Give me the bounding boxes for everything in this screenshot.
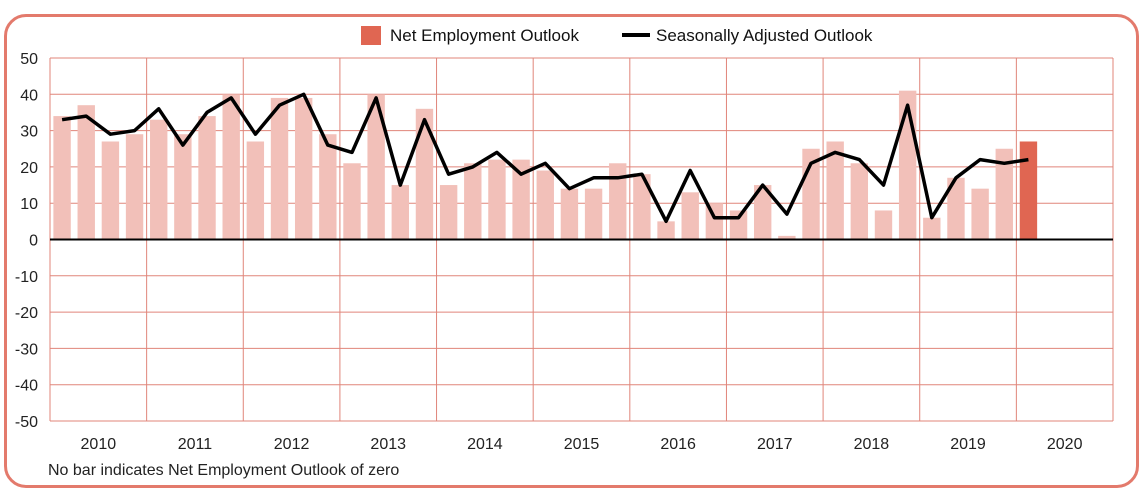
bar bbox=[270, 97, 289, 240]
bar bbox=[536, 170, 554, 240]
bar bbox=[923, 217, 941, 240]
bar bbox=[512, 159, 530, 240]
bar bbox=[439, 185, 458, 240]
bar bbox=[584, 188, 603, 240]
y-tick-label: 10 bbox=[20, 196, 38, 213]
bar bbox=[319, 134, 337, 240]
y-tick-label: 30 bbox=[20, 124, 38, 141]
bar bbox=[343, 163, 361, 240]
legend: Net Employment Outlook Seasonally Adjust… bbox=[361, 26, 873, 45]
seasonally-adjusted-line bbox=[61, 92, 1029, 224]
x-tick-label: 2017 bbox=[757, 436, 793, 453]
x-tick-label: 2011 bbox=[178, 436, 213, 453]
bar bbox=[874, 210, 893, 240]
bar bbox=[633, 174, 651, 240]
line-layer bbox=[61, 92, 1029, 224]
bar bbox=[826, 141, 844, 240]
bar bbox=[174, 134, 192, 240]
chart-frame bbox=[4, 14, 1139, 488]
y-tick-label: 40 bbox=[20, 87, 38, 104]
y-tick-label: 50 bbox=[20, 51, 38, 68]
y-tick-label: -10 bbox=[15, 269, 38, 286]
x-tick-label: 2012 bbox=[274, 436, 310, 453]
x-tick-label: 2015 bbox=[564, 436, 600, 453]
bar bbox=[391, 185, 410, 240]
legend-bar-swatch bbox=[361, 26, 381, 45]
bar bbox=[367, 94, 385, 240]
y-tick-label: -50 bbox=[15, 414, 38, 431]
bar bbox=[150, 119, 168, 240]
bar bbox=[995, 148, 1013, 240]
x-tick-label: 2014 bbox=[467, 436, 503, 453]
y-tick-label: 0 bbox=[29, 233, 38, 250]
bar bbox=[246, 141, 265, 240]
bar bbox=[778, 235, 796, 240]
x-tick-label: 2013 bbox=[370, 436, 406, 453]
bar bbox=[125, 134, 144, 240]
x-tick-label: 2018 bbox=[854, 436, 890, 453]
bar bbox=[560, 188, 579, 240]
bar bbox=[53, 116, 71, 240]
bar bbox=[657, 221, 675, 240]
chart-note: No bar indicates Net Employment Outlook … bbox=[48, 462, 399, 479]
y-tick-label: -20 bbox=[15, 305, 38, 322]
x-tick-label: 2019 bbox=[950, 436, 986, 453]
bar bbox=[681, 192, 699, 240]
bar bbox=[198, 116, 216, 240]
bar bbox=[947, 177, 965, 240]
bar bbox=[971, 188, 989, 240]
x-tick-label: 2016 bbox=[660, 436, 696, 453]
bar bbox=[101, 141, 120, 240]
bar bbox=[222, 94, 240, 240]
bar bbox=[488, 159, 506, 240]
bar-current-quarter bbox=[1019, 141, 1038, 240]
legend-line-label: Seasonally Adjusted Outlook bbox=[656, 26, 873, 45]
y-tick-label: -40 bbox=[15, 378, 38, 395]
bar bbox=[753, 185, 772, 240]
bar bbox=[464, 163, 482, 240]
bar bbox=[77, 105, 95, 240]
y-tick-label: -30 bbox=[15, 341, 38, 358]
bar bbox=[294, 97, 313, 240]
y-tick-label: 20 bbox=[20, 160, 38, 177]
legend-bar-label: Net Employment Outlook bbox=[390, 26, 579, 45]
x-tick-label: 2020 bbox=[1047, 436, 1083, 453]
x-tick-label: 2010 bbox=[81, 436, 117, 453]
bar bbox=[415, 108, 434, 240]
bar bbox=[609, 163, 627, 240]
bar bbox=[850, 163, 869, 240]
